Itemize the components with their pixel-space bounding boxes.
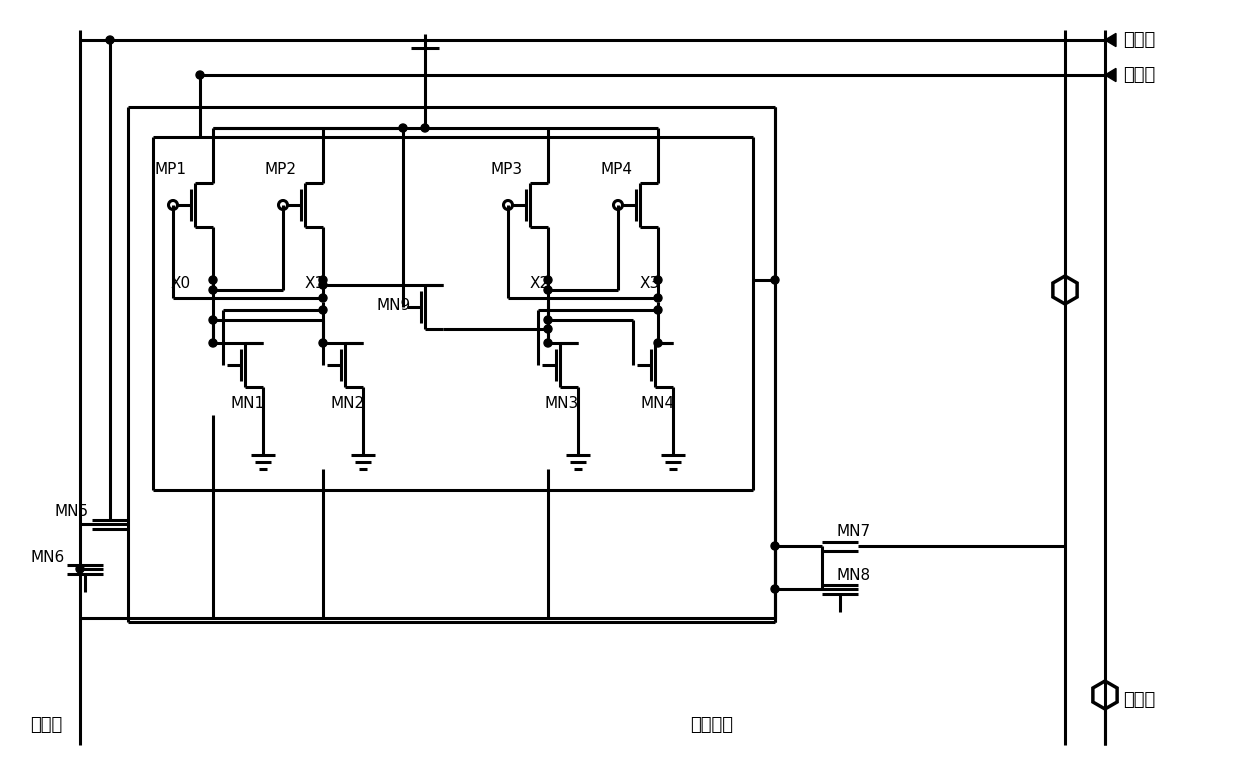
Text: MN5: MN5 (55, 505, 89, 519)
Circle shape (771, 276, 779, 284)
Text: MP1: MP1 (155, 163, 187, 177)
Text: 写字线: 写字线 (1123, 31, 1156, 49)
Circle shape (399, 124, 407, 132)
Circle shape (771, 542, 779, 550)
Circle shape (319, 306, 327, 314)
Circle shape (653, 306, 662, 314)
Circle shape (196, 71, 205, 79)
Circle shape (544, 286, 552, 294)
Circle shape (210, 316, 217, 324)
Text: 写位线非: 写位线非 (689, 716, 733, 734)
Text: MN3: MN3 (546, 395, 579, 411)
Circle shape (544, 276, 552, 284)
Circle shape (319, 276, 327, 284)
Circle shape (771, 585, 779, 593)
Text: MP3: MP3 (490, 163, 522, 177)
Circle shape (319, 294, 327, 302)
Text: MN9: MN9 (377, 298, 412, 312)
Text: 读字线: 读字线 (1123, 66, 1156, 84)
Circle shape (76, 565, 84, 573)
Circle shape (210, 276, 217, 284)
Circle shape (319, 339, 327, 347)
Circle shape (105, 36, 114, 44)
Text: 写位线: 写位线 (30, 716, 62, 734)
Circle shape (210, 286, 217, 294)
Circle shape (653, 294, 662, 302)
Circle shape (544, 316, 552, 324)
Text: X3: X3 (640, 275, 660, 291)
Circle shape (319, 281, 327, 289)
Text: MN6: MN6 (30, 549, 64, 564)
Circle shape (544, 339, 552, 347)
Text: X2: X2 (529, 275, 551, 291)
Polygon shape (1105, 68, 1116, 81)
Text: 读位线: 读位线 (1123, 691, 1156, 709)
Circle shape (653, 276, 662, 284)
Text: MN7: MN7 (837, 525, 872, 539)
Text: MN2: MN2 (330, 395, 365, 411)
Text: MN1: MN1 (229, 395, 264, 411)
Text: X0: X0 (171, 275, 191, 291)
Text: MP4: MP4 (600, 163, 632, 177)
Circle shape (653, 339, 662, 347)
Circle shape (544, 325, 552, 333)
Text: MP2: MP2 (265, 163, 298, 177)
Text: MN4: MN4 (640, 395, 675, 411)
Polygon shape (1105, 33, 1116, 46)
Text: X1: X1 (305, 275, 325, 291)
Circle shape (422, 124, 429, 132)
Circle shape (210, 339, 217, 347)
Text: MN8: MN8 (837, 567, 872, 583)
